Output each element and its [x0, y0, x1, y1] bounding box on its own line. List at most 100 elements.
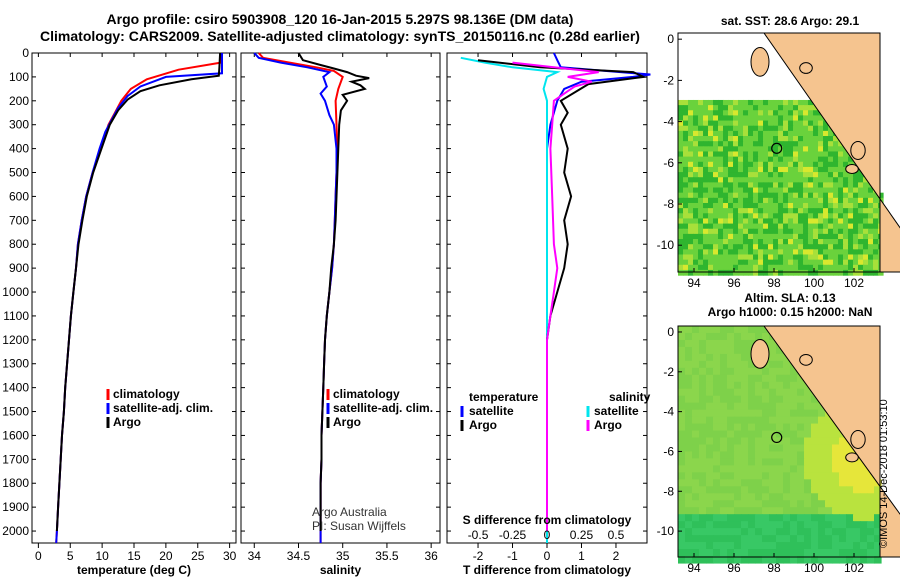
sst_map-cell [693, 125, 699, 132]
sla_map-cell [818, 458, 826, 466]
sst_map-cell [743, 99, 749, 106]
sst_map-cell [833, 177, 839, 183]
sst_map-cell [683, 115, 689, 122]
sst_map-cell [678, 146, 684, 153]
sla_map-cell [874, 542, 882, 550]
sla_map-cell [678, 381, 686, 390]
sst_map-cell [753, 125, 759, 132]
sst_map-cell [748, 223, 754, 230]
sst_map-cell [743, 110, 749, 117]
sst_map-cell [713, 223, 719, 230]
sst_map-cell [803, 99, 809, 106]
sst_map-cell [733, 110, 739, 117]
sst_map-cell [683, 213, 689, 220]
sst_map-cell [858, 202, 864, 209]
sst_map-cell [758, 125, 764, 132]
sst_map-cell [758, 161, 764, 168]
sst_map-cell [723, 125, 729, 132]
sla_map-cell [769, 353, 777, 362]
sla_map-cell [748, 458, 756, 466]
sla_map-cell [853, 493, 861, 501]
sst_map-cell [788, 239, 794, 245]
sst_map-cell [848, 192, 854, 199]
sst_map-cell [798, 233, 804, 240]
sst_map-cell [748, 146, 754, 153]
sla_map-cell [804, 423, 812, 432]
sla_map-cell [755, 409, 763, 418]
sla_map-cell [762, 507, 770, 515]
sla_map-cell [825, 493, 833, 501]
sst_map-cell [763, 115, 769, 122]
sla_map-cell [755, 423, 763, 432]
sla_map-cell [734, 528, 742, 536]
sla_map-cell [755, 465, 763, 473]
sla_map-cell [720, 528, 728, 536]
sst_map-cell [763, 244, 769, 250]
sst_map-cell [853, 213, 859, 220]
sst_map-cell [743, 182, 749, 189]
sst_map-cell [838, 146, 844, 153]
sst_map-cell [693, 239, 699, 245]
sla_map-cell [755, 326, 763, 334]
sla_map-cell [741, 493, 749, 501]
sst_map-cell [708, 192, 714, 199]
sst_map-cell [823, 125, 829, 132]
sst_map-cell [698, 136, 704, 142]
sst_map-cell [818, 197, 824, 204]
sla_map-cell [797, 507, 805, 515]
sla_map-cell [748, 367, 756, 376]
depth-tick-label: 1400 [2, 381, 29, 395]
sst_map-cell [743, 172, 749, 178]
sla_map-cell [769, 486, 777, 494]
sst_map-cell [733, 233, 739, 240]
sst_map-cell [783, 110, 789, 117]
sla_map-cell [762, 367, 770, 376]
sst_map-cell [868, 197, 874, 204]
sla_map-cell [790, 514, 798, 522]
sla_map-cell [755, 367, 763, 376]
sst_map-cell [793, 233, 799, 240]
sla_map-cell [713, 549, 721, 557]
sst_map-cell [788, 110, 794, 117]
sla_map-cell [825, 444, 833, 453]
sla_map-cell [748, 423, 756, 432]
sla_map-cell [867, 507, 875, 515]
sst_map-cell [723, 146, 729, 153]
sst_map-cell [683, 197, 689, 204]
sst_map-cell [758, 213, 764, 220]
sla_map-cell [811, 402, 819, 411]
sla_map-cell [832, 486, 840, 494]
sst_map-cell [788, 259, 794, 266]
sla_map-cell [713, 493, 721, 501]
sla_map-cell [776, 346, 784, 355]
sst_map-cell [698, 110, 704, 117]
sla_map-cell [804, 430, 812, 439]
sla_map-cell [783, 542, 791, 550]
sst_map-cell [718, 249, 724, 256]
sst_map-cell [863, 269, 869, 276]
sst_map-cell [813, 146, 819, 153]
sla_map-cell [685, 472, 693, 480]
sla_map-cell [783, 507, 791, 515]
sst_map-cell [763, 249, 769, 256]
sla_map-cell [748, 360, 756, 369]
figure-title-line1: Argo profile: csiro 5903908_120 16-Jan-2… [106, 11, 574, 27]
sst_map-cell [748, 110, 754, 117]
sst_map-cell [688, 208, 694, 214]
sst_map-cell [798, 187, 804, 194]
sst_map-cell [683, 192, 689, 199]
sla_map-cell [776, 416, 784, 425]
sst_map-cell [688, 182, 694, 189]
sst_map-cell [738, 228, 744, 235]
sla_map-cell [727, 332, 735, 341]
sla_map-cell [818, 416, 826, 425]
sst_map-cell [768, 125, 774, 132]
sla_map-cell [692, 423, 700, 432]
sst_map-cell [818, 161, 824, 168]
sst_map-cell [688, 99, 694, 106]
sst_map-island [750, 46, 770, 77]
sst_map-cell [678, 172, 684, 178]
sla_map-cell [867, 500, 875, 508]
sst_map-cell [788, 223, 794, 230]
sst_map-cell [718, 125, 724, 132]
